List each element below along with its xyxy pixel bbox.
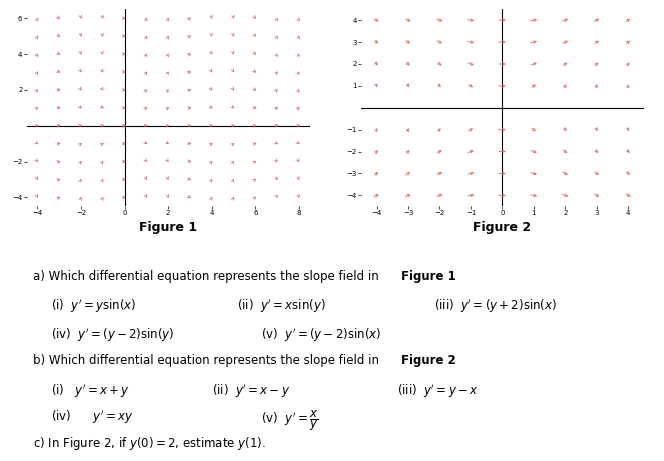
Text: (v)  $y' = (y-2)\sin(x)$: (v) $y' = (y-2)\sin(x)$ xyxy=(261,326,381,343)
Text: (i)   $y' = x+y$: (i) $y' = x+y$ xyxy=(51,382,130,400)
Text: (iv)  $y' = (y-2)\sin(y)$: (iv) $y' = (y-2)\sin(y)$ xyxy=(51,326,175,343)
Text: c) In Figure 2, if $y(0) = 2$, estimate $y(1)$.: c) In Figure 2, if $y(0) = 2$, estimate … xyxy=(33,435,266,452)
Text: a) Which differential equation represents the slope field in: a) Which differential equation represent… xyxy=(33,270,382,283)
Text: (i)  $y' = y\sin(x)$: (i) $y' = y\sin(x)$ xyxy=(51,298,137,315)
Text: (iii)  $y' = (y+2)\sin(x)$: (iii) $y' = (y+2)\sin(x)$ xyxy=(434,298,557,315)
Text: (v)  $y' = \dfrac{x}{y}$: (v) $y' = \dfrac{x}{y}$ xyxy=(261,408,319,433)
Text: (ii)  $y' = x\sin(y)$: (ii) $y' = x\sin(y)$ xyxy=(236,298,325,315)
X-axis label: Figure 2: Figure 2 xyxy=(473,221,531,234)
X-axis label: Figure 1: Figure 1 xyxy=(139,221,197,234)
Text: b) Which differential equation represents the slope field in: b) Which differential equation represent… xyxy=(33,354,382,367)
Text: (ii)  $y' = x-y$: (ii) $y' = x-y$ xyxy=(212,382,290,400)
Text: (iv)      $y' = xy$: (iv) $y' = xy$ xyxy=(51,408,133,426)
Text: (iii)  $y' = y-x$: (iii) $y' = y-x$ xyxy=(397,382,479,400)
Text: Figure 2: Figure 2 xyxy=(401,354,456,367)
Text: Figure 1: Figure 1 xyxy=(401,270,456,283)
